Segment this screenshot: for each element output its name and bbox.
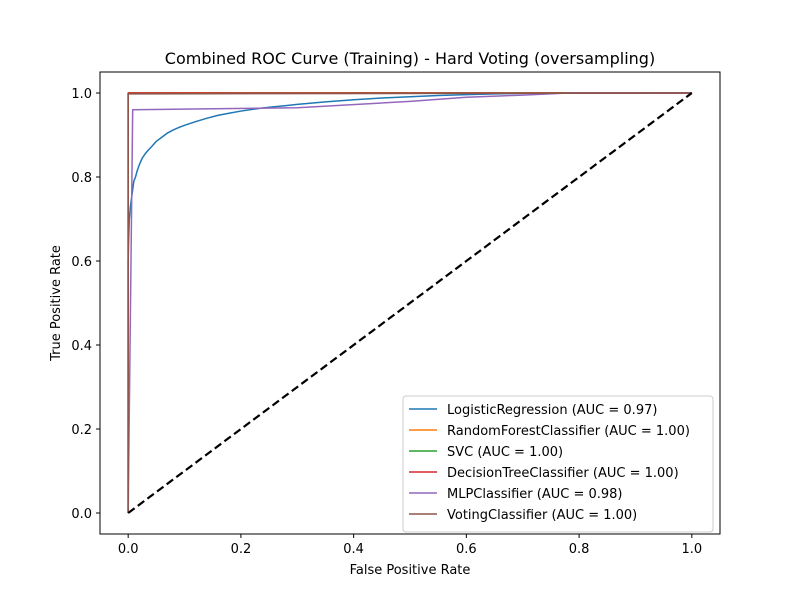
series-line-votingclassifier — [127, 92, 692, 513]
legend-entry-label: LogisticRegression (AUC = 0.97) — [447, 403, 657, 418]
legend-entry-label: SVC (AUC = 1.00) — [447, 445, 563, 460]
y-tick-label: 0.4 — [71, 339, 92, 354]
x-tick-label: 0.6 — [456, 542, 477, 557]
x-tick-label: 0.4 — [343, 542, 364, 557]
axis-ticks: 0.0 0.2 0.4 0.6 0.8 1.0 0.0 0.2 0.4 0.6 0.8 1.0 — [71, 87, 702, 557]
y-tick-label: 0.0 — [71, 507, 92, 522]
x-tick-label: 1.0 — [681, 542, 702, 557]
legend-box — [402, 395, 714, 533]
x-tick-label: 0.0 — [118, 542, 139, 557]
x-tick-label: 0.2 — [231, 542, 252, 557]
series-layer — [127, 92, 693, 514]
legend: LogisticRegression (AUC = 0.97) RandomFor… — [402, 395, 714, 533]
y-tick-label: 0.2 — [71, 423, 92, 438]
legend-entry-label: MLPClassifier (AUC = 0.98) — [447, 487, 623, 502]
legend-entry-label: RandomForestClassifier (AUC = 1.00) — [447, 424, 690, 439]
axes-frame — [99, 71, 721, 535]
legend-entry-label: VotingClassifier (AUC = 1.00) — [447, 508, 637, 523]
chart-title: Combined ROC Curve (Training) - Hard Vot… — [165, 49, 655, 68]
y-tick-label: 0.6 — [71, 255, 92, 270]
series-line-logisticregression — [127, 92, 692, 513]
x-tick-label: 0.8 — [569, 542, 590, 557]
y-axis-label: True Positive Rate — [49, 245, 64, 362]
reference-diagonal-line — [127, 92, 693, 514]
y-tick-label: 1.0 — [71, 87, 92, 102]
y-tick-label: 0.8 — [71, 171, 92, 186]
legend-entry-label: DecisionTreeClassifier (AUC = 1.00) — [447, 466, 679, 481]
x-axis-label: False Positive Rate — [350, 563, 471, 578]
